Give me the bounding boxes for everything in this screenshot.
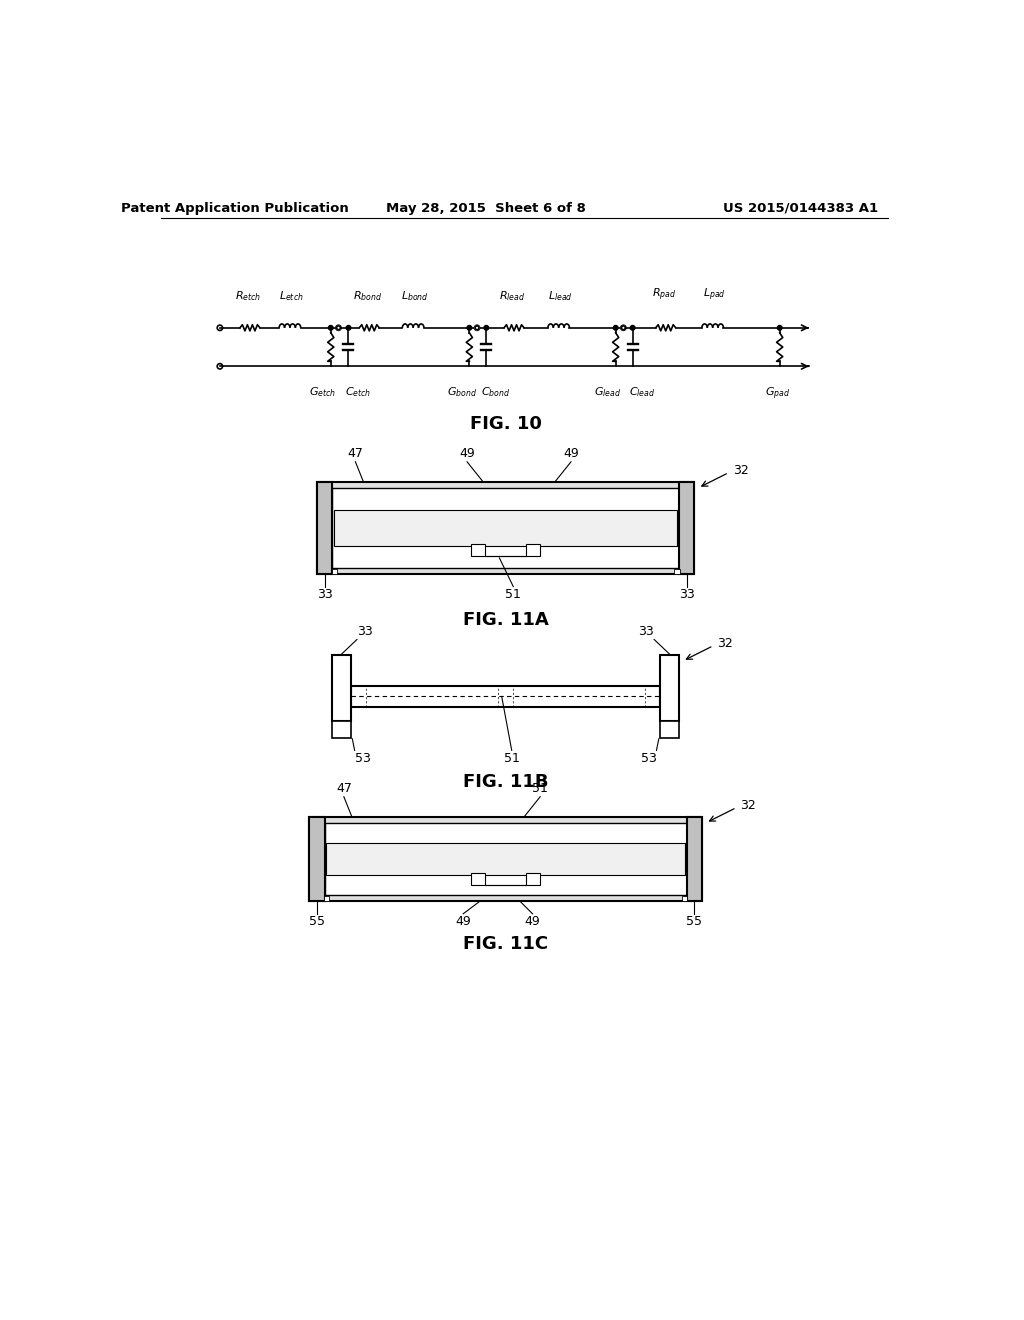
Bar	[325, 822, 686, 895]
Circle shape	[484, 326, 488, 330]
Text: 33: 33	[357, 624, 373, 638]
Bar	[324, 896, 330, 902]
Bar	[332, 569, 337, 574]
Polygon shape	[471, 544, 541, 557]
Circle shape	[329, 326, 333, 330]
Bar	[682, 896, 687, 902]
Text: $R_{pad}$: $R_{pad}$	[652, 286, 677, 304]
Text: 55: 55	[686, 915, 702, 928]
Bar	[351, 686, 660, 706]
Text: 51: 51	[532, 783, 548, 795]
Text: FIG. 11B: FIG. 11B	[463, 774, 548, 791]
Text: US 2015/0144383 A1: US 2015/0144383 A1	[723, 202, 878, 215]
Bar	[333, 722, 351, 738]
Text: 32: 32	[740, 799, 756, 812]
Text: FIG. 11C: FIG. 11C	[463, 935, 548, 953]
Circle shape	[621, 325, 626, 330]
Text: $G_{bond}$: $G_{bond}$	[446, 385, 477, 400]
Text: $R_{bond}$: $R_{bond}$	[353, 289, 382, 304]
Text: 49: 49	[563, 447, 579, 461]
Text: 53: 53	[354, 752, 371, 764]
Bar	[316, 482, 694, 574]
Bar	[679, 482, 694, 574]
Text: Patent Application Publication: Patent Application Publication	[121, 202, 348, 215]
Text: $C_{etch}$: $C_{etch}$	[344, 385, 371, 400]
Text: 49: 49	[456, 915, 471, 928]
Text: 33: 33	[638, 624, 654, 638]
Bar	[674, 569, 680, 574]
Bar	[333, 488, 679, 568]
Text: 49: 49	[459, 447, 475, 461]
Circle shape	[474, 325, 480, 330]
Text: $G_{pad}$: $G_{pad}$	[766, 385, 791, 403]
Text: $L_{lead}$: $L_{lead}$	[548, 289, 572, 304]
Circle shape	[467, 326, 472, 330]
Text: 47: 47	[347, 447, 364, 461]
Bar	[334, 510, 677, 546]
Text: $R_{etch}$: $R_{etch}$	[236, 289, 261, 304]
Text: 32: 32	[717, 636, 733, 649]
Text: $G_{lead}$: $G_{lead}$	[594, 385, 622, 400]
Circle shape	[475, 326, 479, 330]
Text: 53: 53	[641, 752, 656, 764]
Text: May 28, 2015  Sheet 6 of 8: May 28, 2015 Sheet 6 of 8	[386, 202, 586, 215]
Bar	[316, 482, 333, 574]
Text: $C_{lead}$: $C_{lead}$	[629, 385, 655, 400]
Text: 47: 47	[336, 783, 352, 795]
Text: $L_{etch}$: $L_{etch}$	[280, 289, 304, 304]
Bar	[686, 817, 701, 902]
Circle shape	[777, 326, 782, 330]
Bar	[309, 817, 701, 902]
Text: $L_{pad}$: $L_{pad}$	[702, 286, 726, 304]
Text: 51: 51	[504, 752, 519, 764]
Text: $C_{bond}$: $C_{bond}$	[481, 385, 510, 400]
Text: 55: 55	[309, 915, 325, 928]
Circle shape	[622, 326, 626, 330]
Text: $R_{lead}$: $R_{lead}$	[500, 289, 525, 304]
Bar	[660, 722, 679, 738]
Text: $L_{bond}$: $L_{bond}$	[400, 289, 429, 304]
Circle shape	[631, 326, 635, 330]
Bar	[333, 655, 351, 722]
Text: 33: 33	[316, 589, 333, 601]
Bar	[660, 655, 679, 722]
Circle shape	[346, 326, 351, 330]
Bar	[326, 842, 685, 875]
Text: FIG. 11A: FIG. 11A	[463, 611, 549, 630]
Text: 49: 49	[524, 915, 541, 928]
Text: $G_{etch}$: $G_{etch}$	[309, 385, 337, 400]
Bar	[309, 817, 325, 902]
Polygon shape	[471, 874, 541, 884]
Circle shape	[336, 325, 341, 330]
Text: FIG. 10: FIG. 10	[470, 414, 542, 433]
Circle shape	[337, 326, 340, 330]
Text: 51: 51	[505, 589, 521, 601]
Circle shape	[613, 326, 617, 330]
Text: 32: 32	[733, 463, 749, 477]
Text: 33: 33	[679, 589, 694, 601]
